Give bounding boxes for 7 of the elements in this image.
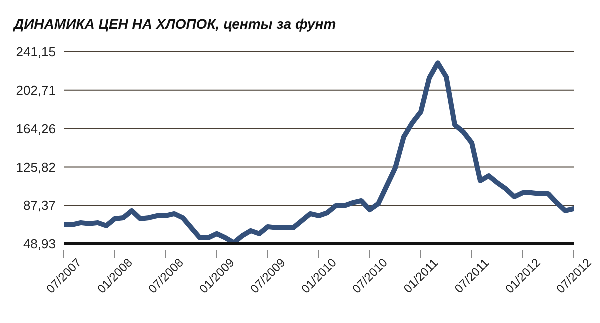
y-tick-label: 125,82 <box>16 160 56 175</box>
y-tick-label: 202,71 <box>16 83 56 98</box>
y-tick-label: 87,37 <box>23 198 56 214</box>
y-tick-label: 241,15 <box>16 44 56 60</box>
y-tick-label: 48,93 <box>23 236 56 252</box>
chart-title: ДИНАМИКА ЦЕН НА ХЛОПОК, центы за фунт <box>14 16 336 32</box>
y-tick-label: 164,26 <box>16 121 56 136</box>
